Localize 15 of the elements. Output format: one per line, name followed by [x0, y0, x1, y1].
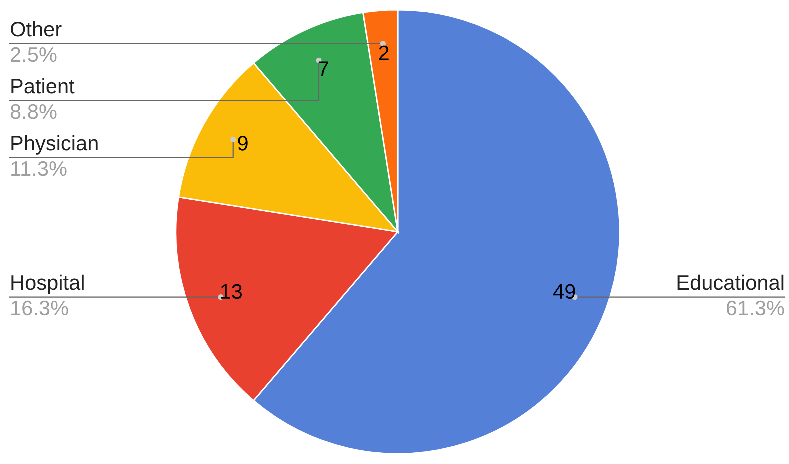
slice-label: Other: [10, 21, 62, 37]
data-label: 2: [379, 46, 389, 60]
data-label: 49: [554, 284, 576, 300]
slice-label: Educational: [678, 274, 784, 290]
text: 11.3%: [12, 161, 67, 176]
slice-label: Physician: [12, 135, 98, 155]
data-label: 9: [238, 136, 248, 151]
text: 8.8%: [10, 104, 57, 120]
slice-label: Hospital: [12, 274, 84, 294]
data-label: 13: [221, 284, 242, 300]
text: 16.3%: [12, 300, 68, 316]
text: 2.5%: [11, 47, 57, 62]
text: 61.3%: [726, 300, 784, 316]
data-label: 7: [318, 62, 328, 76]
slice-label: Patient: [12, 78, 75, 94]
